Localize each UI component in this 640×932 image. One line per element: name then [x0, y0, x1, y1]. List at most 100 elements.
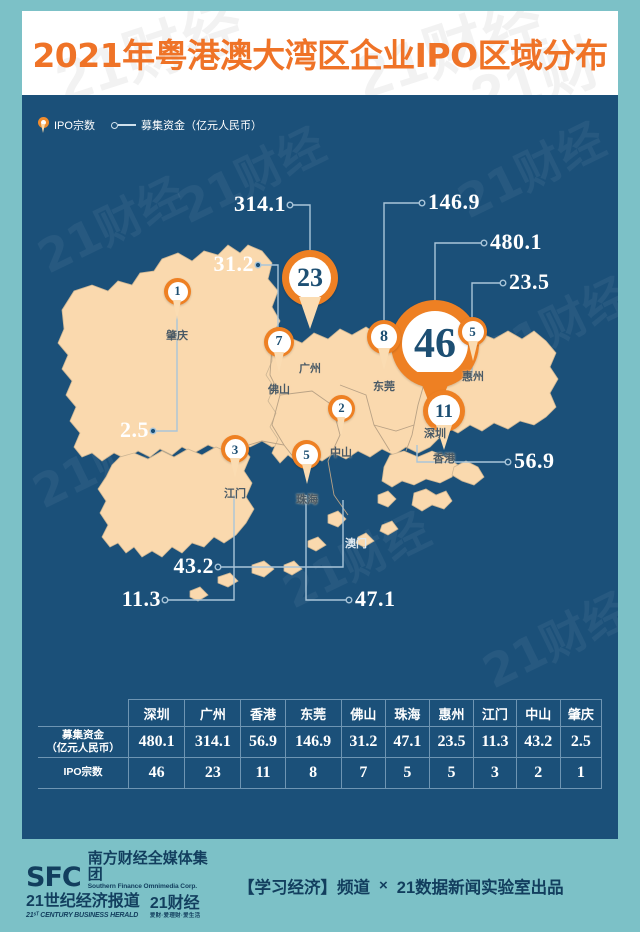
- table-cell: 3: [473, 757, 517, 789]
- city-label-huizhou: 惠州: [462, 371, 484, 383]
- caijing-tagline: 爱财·爱理财·爱生活: [149, 912, 201, 919]
- sfc-mark: SFC: [26, 862, 82, 894]
- value-label-foshan: 31.2: [213, 251, 254, 276]
- marker-foshan[interactable]: 7: [264, 327, 294, 375]
- value-label-dongguan: 146.9: [428, 189, 480, 214]
- credit-channel: 【学习经济】频道: [238, 878, 370, 897]
- table-header-row: 深圳 广州 香港 东莞 佛山 珠海 惠州 江门 中山 肇庆: [38, 699, 603, 727]
- legend-item-funds: 募集资金（亿元人民币）: [110, 117, 262, 133]
- table-cell: 43.2: [515, 726, 561, 758]
- table-cell: 7: [340, 757, 386, 789]
- map-pin-icon: [38, 117, 49, 133]
- city-label-hongkong: 香港: [433, 453, 455, 465]
- table-col-header: 深圳: [127, 699, 186, 727]
- table-cell: 46: [127, 757, 186, 789]
- value-label-jiangmen: 11.3: [121, 586, 161, 611]
- footer-credit: 【学习经济】频道 × 21数据新闻实验室出品: [238, 839, 564, 932]
- table-cell: 8: [284, 757, 342, 789]
- main-panel: 21财经 21财经 21财经 21财经 21财经 21财经 21财经 IPO宗数…: [22, 95, 618, 839]
- sfc-name-cn: 南方财经全媒体集团: [87, 850, 208, 883]
- marker-zhuhai[interactable]: 5: [292, 440, 321, 486]
- table-col-header: 佛山: [340, 699, 386, 727]
- marker-value-guangzhou: 23: [289, 257, 331, 299]
- title-band: 21财经 21财经 21财经 2021年粤港澳大湾区企业IPO区域分布: [22, 11, 618, 95]
- city-label-foshan: 佛山: [268, 384, 290, 396]
- credit-producer: 21数据新闻实验室出品: [396, 878, 564, 897]
- marker-dongguan[interactable]: 8: [367, 320, 401, 372]
- table-cell: 480.1: [127, 726, 186, 758]
- table-col-header: 珠海: [384, 699, 430, 727]
- legend-label-ipo: IPO宗数: [54, 120, 95, 132]
- sfc-logo: SFC 南方财经全媒体集团 Southern Finance Omnimedia…: [26, 851, 216, 920]
- footer: SFC 南方财经全媒体集团 Southern Finance Omnimedia…: [0, 839, 640, 932]
- table-cell: 5: [384, 757, 430, 789]
- table-cell: 23.5: [428, 726, 475, 758]
- line-dot-icon: [110, 121, 136, 129]
- marker-zhaoqing[interactable]: 1: [164, 278, 191, 322]
- table-cell: 56.9: [240, 726, 286, 758]
- row-label-line1: 募集资金: [62, 728, 104, 741]
- table-col-header: 江门: [473, 699, 517, 727]
- marker-value-huizhou: 5: [461, 320, 484, 343]
- table-col-header: 中山: [515, 699, 561, 727]
- table-cell: 5: [428, 757, 475, 789]
- city-label-zhuhai: 珠海: [296, 494, 318, 506]
- herald-name-en: 21ˢᵀ CENTURY BUSINESS HERALD: [26, 912, 139, 920]
- marker-guangzhou[interactable]: 23: [282, 250, 338, 330]
- table-cell: 47.1: [384, 726, 430, 758]
- row-label-line2: （亿元人民币）: [46, 742, 120, 754]
- value-label-shenzhen: 480.1: [490, 229, 542, 254]
- table-cell: 11: [240, 757, 286, 789]
- table-corner-cell: [38, 699, 129, 727]
- marker-zhongshan[interactable]: 2: [328, 395, 355, 439]
- data-table: 深圳 广州 香港 东莞 佛山 珠海 惠州 江门 中山 肇庆 募集资金 （亿元人民…: [38, 699, 603, 789]
- table-cell: 314.1: [184, 726, 242, 758]
- value-label-macau: 43.2: [173, 553, 214, 578]
- legend: IPO宗数 募集资金（亿元人民币）: [38, 117, 262, 133]
- table-row-label: 募集资金 （亿元人民币）: [38, 726, 129, 758]
- table-row-ipo: IPO宗数 46 23 11 8 7 5 5 3 2 1: [38, 757, 603, 789]
- marker-value-zhaoqing: 1: [167, 281, 188, 302]
- table-col-header: 肇庆: [559, 699, 603, 727]
- city-label-shenzhen: 深圳: [424, 428, 446, 440]
- table-cell: 1: [559, 757, 603, 789]
- city-label-jiangmen: 江门: [224, 488, 246, 500]
- table-col-header: 惠州: [428, 699, 475, 727]
- table-col-header: 香港: [240, 699, 286, 727]
- marker-value-hongkong: 11: [428, 395, 460, 427]
- table-cell: 2: [515, 757, 561, 789]
- table-row-label: IPO宗数: [38, 757, 129, 789]
- marker-value-zhuhai: 5: [295, 443, 318, 466]
- marker-value-foshan: 7: [267, 330, 291, 354]
- row-label-line1: IPO宗数: [63, 766, 103, 779]
- table-col-header: 东莞: [284, 699, 342, 727]
- city-label-guangzhou: 广州: [299, 363, 321, 375]
- marker-jiangmen[interactable]: 3: [221, 435, 249, 480]
- marker-huizhou[interactable]: 5: [458, 317, 487, 363]
- value-label-hongkong: 56.9: [514, 448, 555, 473]
- legend-item-ipo: IPO宗数: [38, 117, 95, 133]
- table-row-funds: 募集资金 （亿元人民币） 480.1 314.1 56.9 146.9 31.2…: [38, 726, 603, 758]
- value-label-guangzhou: 314.1: [234, 191, 286, 216]
- marker-value-jiangmen: 3: [224, 438, 246, 460]
- city-label-macau: 澳门: [345, 538, 367, 550]
- value-label-zhaoqing: 2.5: [120, 417, 149, 442]
- marker-hongkong[interactable]: 11: [423, 390, 465, 452]
- city-label-zhongshan: 中山: [330, 447, 352, 459]
- caijing-name-cn: 21财经: [149, 894, 200, 912]
- page-title: 2021年粤港澳大湾区企业IPO区域分布: [32, 36, 608, 75]
- city-label-dongguan: 东莞: [373, 381, 395, 393]
- marker-value-zhongshan: 2: [331, 398, 352, 419]
- table-cell: 23: [184, 757, 242, 789]
- credit-separator-icon: ×: [379, 877, 388, 894]
- marker-value-dongguan: 8: [371, 324, 397, 350]
- herald-name-cn: 21世纪经济报道: [26, 893, 140, 911]
- table-col-header: 广州: [184, 699, 242, 727]
- city-label-zhaoqing: 肇庆: [166, 330, 188, 342]
- legend-label-funds: 募集资金（亿元人民币）: [140, 120, 262, 132]
- sfc-name-en: Southern Finance Omnimedia Corp.: [87, 882, 197, 890]
- table-cell: 11.3: [473, 726, 517, 758]
- table-cell: 31.2: [340, 726, 386, 758]
- table-cell: 2.5: [559, 726, 603, 758]
